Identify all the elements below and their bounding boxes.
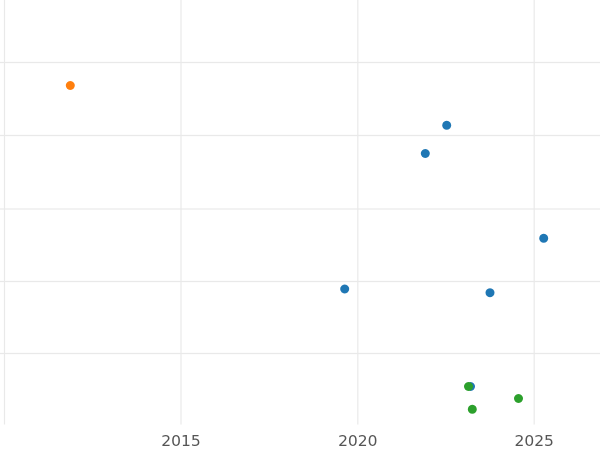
series-green-point bbox=[464, 382, 473, 391]
series-blue-point bbox=[485, 288, 495, 298]
x-tick-label: 2020 bbox=[338, 432, 377, 450]
x-tick-label: 2015 bbox=[161, 432, 200, 450]
series-blue-point bbox=[442, 120, 452, 130]
x-tick-label: 2025 bbox=[514, 432, 553, 450]
series-blue-point bbox=[420, 149, 430, 158]
series-green-point bbox=[467, 404, 477, 414]
series-green-point bbox=[514, 394, 523, 403]
series-blue-point bbox=[539, 233, 549, 243]
series-orange-point bbox=[65, 81, 75, 90]
series-blue-point bbox=[340, 284, 350, 294]
